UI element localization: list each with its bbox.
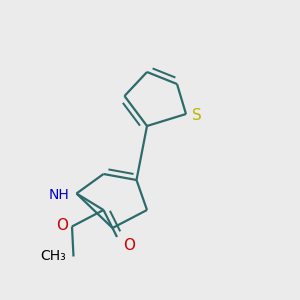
Text: CH₃: CH₃: [40, 250, 66, 263]
Text: NH: NH: [48, 188, 69, 202]
Text: O: O: [56, 218, 68, 232]
Text: O: O: [123, 238, 135, 253]
Text: S: S: [192, 108, 202, 123]
